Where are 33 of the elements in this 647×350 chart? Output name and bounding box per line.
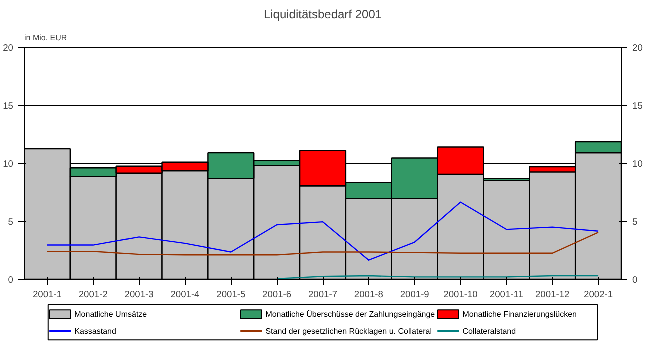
x-tick-label: 2001-4 [170, 290, 200, 300]
y2-tick-label: 0 [632, 275, 638, 285]
x-tick-label: 2001-10 [444, 290, 478, 300]
text: in Mio. EUR [24, 34, 68, 42]
y-tick-label: 20 [3, 43, 14, 53]
legend-label: Collateralstand [462, 326, 516, 336]
legend-label: Monatliche Finanzierungslücken [462, 310, 577, 320]
legend-label: Monatliche Überschüsse der Zahlungseingänge [266, 310, 436, 320]
y2-tick-label: 20 [632, 43, 643, 53]
x-tick-label: 2001-1 [32, 290, 62, 300]
y-tick-label: 10 [3, 159, 14, 169]
x-tick-label: 2001-12 [536, 290, 570, 300]
line-series [46, 202, 600, 261]
x-tick-label: 2002-1 [584, 290, 614, 300]
x-tick-label: 2001-5 [216, 290, 246, 300]
y2-tick-label: 15 [632, 101, 643, 111]
legend-label: Kassastand [74, 326, 116, 336]
chart-title: Liquiditätsbedarf 2001 [264, 8, 382, 22]
x-tick-label: 2001-9 [400, 290, 430, 300]
legend-label: Monatliche Umsätze [74, 310, 148, 320]
y2-tick-label: 10 [632, 159, 643, 169]
y-tick-label: 5 [8, 217, 14, 227]
legend-label: Stand der gesetzlichen Rücklagen u. Collateral [266, 326, 432, 336]
x-tick-label: 2001-3 [124, 290, 154, 300]
y-tick-label: 0 [8, 275, 14, 285]
x-tick-label: 2001-8 [354, 290, 384, 300]
x-tick-label: 2001-7 [308, 290, 338, 300]
x-tick-label: 2001-11 [490, 290, 524, 300]
x-tick-label: 2001-2 [78, 290, 108, 300]
y2-tick-label: 5 [632, 217, 638, 227]
line-series [46, 232, 600, 256]
x-tick-label: 2001-6 [262, 290, 292, 300]
y-tick-label: 15 [3, 101, 14, 111]
